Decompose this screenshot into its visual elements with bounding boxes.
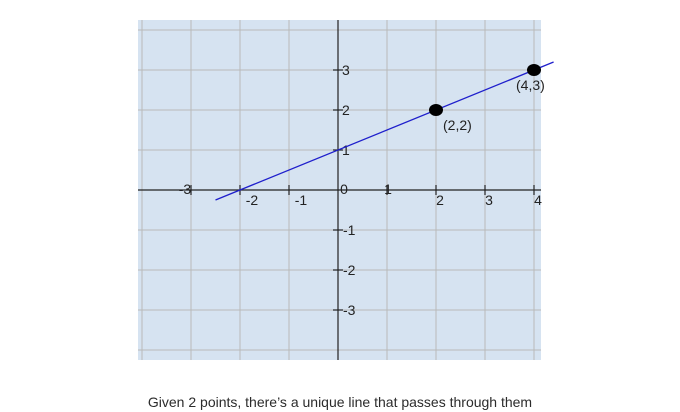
x-tick-label: -3 xyxy=(179,181,192,197)
y-tick-label: -2 xyxy=(343,262,356,278)
x-tick-label: 0 xyxy=(340,181,348,197)
x-tick-label: 1 xyxy=(384,181,392,197)
chart-figure: -3 -2 -1 0 1 2 3 4 -3 -2 -1 1 2 3 (2,2) (4,3) xyxy=(138,20,554,360)
data-point-label: (4,3) xyxy=(516,77,545,93)
data-point xyxy=(527,64,541,76)
x-tick-label: -2 xyxy=(246,192,259,208)
x-tick-label: 3 xyxy=(485,192,493,208)
data-point xyxy=(429,104,443,116)
y-tick-label: 2 xyxy=(342,102,350,118)
y-tick-label: -3 xyxy=(343,302,356,318)
x-tick-label: 2 xyxy=(436,192,444,208)
data-point-label: (2,2) xyxy=(443,117,472,133)
x-tick-label: 4 xyxy=(534,192,542,208)
y-tick-label: -1 xyxy=(343,222,356,238)
y-tick-label: 1 xyxy=(342,142,350,158)
x-tick-label: -1 xyxy=(295,192,308,208)
figure-caption: Given 2 points, there’s a unique line th… xyxy=(147,394,533,410)
coordinate-plane-chart: -3 -2 -1 0 1 2 3 4 -3 -2 -1 1 2 3 (2,2) (4,3) xyxy=(138,20,554,360)
series-line xyxy=(215,61,554,201)
y-tick-label: 3 xyxy=(342,62,350,78)
